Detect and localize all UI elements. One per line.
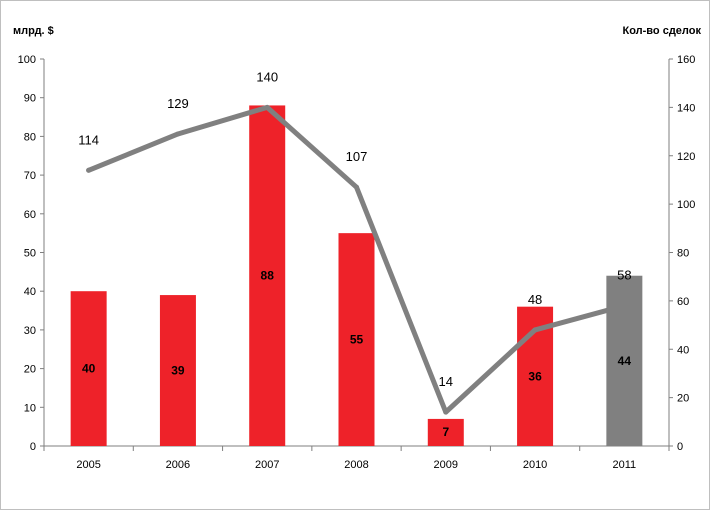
left-axis: 0 10 20 30 40 50 60 70 80 90 100 bbox=[18, 54, 45, 453]
bar bbox=[159, 295, 196, 446]
line-value-label: 58 bbox=[617, 268, 631, 283]
right-axis-tick-label: 160 bbox=[677, 54, 695, 66]
x-axis-tick-label: 2009 bbox=[434, 459, 458, 471]
left-axis-tick-label: 20 bbox=[24, 364, 36, 376]
left-axis-tick-label: 70 bbox=[24, 170, 36, 182]
right-axis: 0 20 40 60 80 100 120 140 160 bbox=[668, 54, 695, 453]
bar-value-label: 88 bbox=[261, 269, 275, 283]
line-value-label: 107 bbox=[346, 149, 368, 164]
bar bbox=[70, 291, 107, 446]
x-axis-tick-label: 2010 bbox=[523, 459, 547, 471]
line-value-label: 48 bbox=[528, 292, 542, 307]
left-axis-tick-label: 30 bbox=[24, 325, 36, 337]
line-value-label: 129 bbox=[167, 96, 189, 111]
line-point bbox=[86, 167, 92, 173]
bar-value-label: 40 bbox=[82, 362, 96, 376]
right-axis-tick-label: 20 bbox=[677, 393, 689, 405]
line-point bbox=[443, 409, 449, 415]
line-series: 114 129 140 107 14 48 58 bbox=[78, 69, 632, 415]
x-axis: 2005 2006 2007 2008 2009 2010 2011 bbox=[43, 445, 670, 471]
bar bbox=[427, 418, 464, 446]
right-axis-tick-label: 80 bbox=[677, 248, 689, 260]
left-axis-tick-label: 80 bbox=[24, 131, 36, 143]
line-point bbox=[354, 184, 359, 190]
bar bbox=[249, 105, 286, 446]
line-point bbox=[532, 327, 538, 333]
x-axis-tick-label: 2006 bbox=[166, 459, 190, 471]
right-axis-tick-label: 140 bbox=[677, 102, 695, 114]
line-point bbox=[621, 303, 627, 309]
line-value-label: 14 bbox=[439, 374, 453, 389]
left-axis-tick-label: 100 bbox=[18, 54, 36, 66]
bar bbox=[338, 233, 375, 446]
right-axis-tick-label: 120 bbox=[677, 151, 695, 163]
left-axis-tick-label: 0 bbox=[30, 441, 36, 453]
bar-series: 40 39 88 55 7 36 44 bbox=[70, 105, 643, 446]
left-axis-tick-label: 90 bbox=[24, 93, 36, 105]
bar-value-label: 55 bbox=[350, 333, 364, 347]
left-axis-unit: млрд. $ bbox=[13, 25, 54, 37]
line-value-label: 114 bbox=[78, 132, 99, 147]
line-point bbox=[175, 131, 181, 137]
bar-value-label: 7 bbox=[442, 425, 449, 439]
right-axis-tick-label: 40 bbox=[677, 344, 689, 356]
left-axis-tick-label: 50 bbox=[24, 248, 36, 260]
right-axis-unit: Кол-во сделок bbox=[623, 25, 702, 37]
x-axis-tick-label: 2005 bbox=[76, 459, 100, 471]
left-axis-tick-label: 60 bbox=[24, 209, 36, 221]
right-axis-tick-label: 60 bbox=[677, 296, 689, 308]
x-axis-tick-label: 2008 bbox=[344, 459, 368, 471]
left-axis-tick-label: 10 bbox=[24, 402, 36, 414]
line-point bbox=[264, 104, 270, 110]
x-axis-tick-label: 2011 bbox=[613, 459, 637, 471]
left-axis-tick-label: 40 bbox=[24, 286, 36, 298]
line-value-label: 140 bbox=[256, 69, 278, 84]
right-axis-tick-label: 100 bbox=[677, 199, 695, 211]
bar-value-label: 44 bbox=[618, 354, 632, 368]
bar-value-label: 39 bbox=[171, 364, 185, 378]
bar-value-label: 36 bbox=[528, 369, 542, 383]
x-axis-tick-label: 2007 bbox=[255, 459, 279, 471]
right-axis-tick-label: 0 bbox=[677, 441, 683, 453]
